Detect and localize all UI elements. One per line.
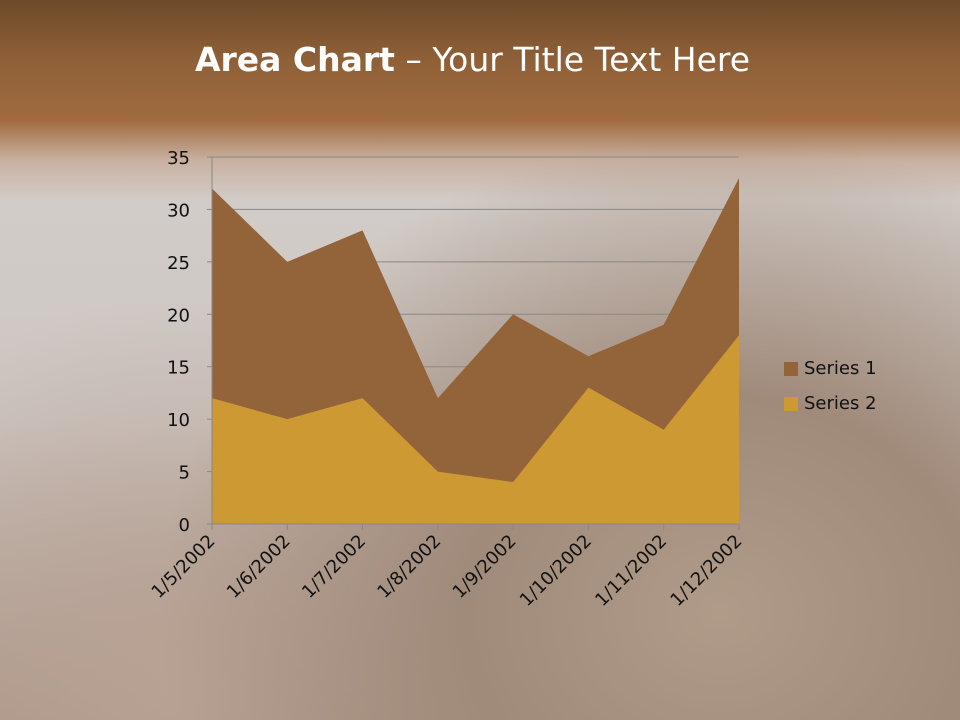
x-tick-label: 1/7/2002 xyxy=(298,531,370,603)
y-tick-label: 5 xyxy=(179,463,190,484)
x-tick-label: 1/12/2002 xyxy=(666,531,746,611)
legend-label: Series 2 xyxy=(804,393,877,414)
y-tick-label: 35 xyxy=(167,148,190,169)
legend-swatch xyxy=(784,361,798,376)
y-tick-label: 30 xyxy=(167,200,190,221)
title-rest: – Your Title Text Here xyxy=(394,40,751,79)
slide-title: Area Chart – Your Title Text Here xyxy=(0,40,945,79)
y-tick-label: 25 xyxy=(167,253,190,274)
title-bold: Area Chart xyxy=(194,40,395,79)
legend-swatch xyxy=(784,396,798,411)
y-tick-label: 10 xyxy=(167,410,190,431)
x-tick-label: 1/9/2002 xyxy=(449,531,521,603)
legend-item-series-2: Series 2 xyxy=(784,393,877,414)
x-tick-label: 1/8/2002 xyxy=(373,531,445,603)
x-tick-label: 1/11/2002 xyxy=(591,531,671,611)
legend-label: Series 1 xyxy=(804,358,877,379)
x-tick-label: 1/10/2002 xyxy=(516,531,596,611)
y-tick-label: 15 xyxy=(167,358,190,379)
legend: Series 1 Series 2 xyxy=(784,358,877,428)
y-tick-label: 20 xyxy=(167,305,190,326)
legend-item-series-1: Series 1 xyxy=(784,358,877,379)
x-tick-label: 1/5/2002 xyxy=(148,531,220,603)
y-tick-label: 0 xyxy=(179,515,190,536)
x-tick-label: 1/6/2002 xyxy=(223,531,295,603)
area-series-2 xyxy=(212,335,739,524)
